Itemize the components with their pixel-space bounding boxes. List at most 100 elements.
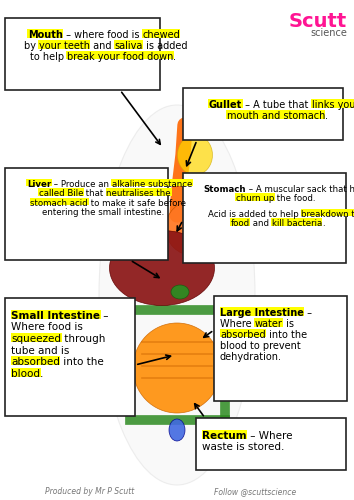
Bar <box>39 188 84 196</box>
Text: by: by <box>24 41 39 51</box>
Bar <box>11 333 62 342</box>
Text: is: is <box>282 319 293 329</box>
Bar <box>30 198 88 205</box>
Text: Gullet: Gullet <box>209 100 242 110</box>
Text: – where food is: – where food is <box>63 30 142 40</box>
Ellipse shape <box>109 230 215 306</box>
Text: .: . <box>322 219 325 228</box>
Text: Rectum: Rectum <box>202 430 247 441</box>
Text: that: that <box>84 189 107 198</box>
Bar <box>112 178 193 186</box>
Text: science: science <box>310 28 347 38</box>
Text: saliva: saliva <box>114 41 143 51</box>
Bar <box>183 173 346 263</box>
Bar <box>226 110 325 118</box>
Bar <box>67 51 174 60</box>
Bar <box>5 298 135 416</box>
Bar <box>219 307 304 316</box>
Bar <box>235 194 275 200</box>
Text: Mouth: Mouth <box>28 30 63 40</box>
Text: water: water <box>255 319 282 329</box>
Text: absorbed: absorbed <box>11 357 60 367</box>
Text: through: through <box>61 334 105 344</box>
Text: your teeth: your teeth <box>39 41 90 51</box>
Text: alkaline substance: alkaline substance <box>112 180 192 188</box>
Text: .: . <box>173 52 176 62</box>
Text: Where: Where <box>220 319 255 329</box>
Bar <box>5 18 160 90</box>
Text: food: food <box>231 219 250 228</box>
Bar <box>311 99 354 108</box>
Text: blood: blood <box>11 369 40 379</box>
Text: – A muscular sack that helps: – A muscular sack that helps <box>246 184 354 194</box>
Ellipse shape <box>166 200 221 256</box>
Text: –: – <box>100 310 108 321</box>
Ellipse shape <box>99 105 255 485</box>
Text: called Bile: called Bile <box>39 189 84 198</box>
Text: –: – <box>304 308 312 318</box>
Text: Acid is added to help: Acid is added to help <box>207 210 301 218</box>
Text: and: and <box>250 219 272 228</box>
Text: tube and is: tube and is <box>11 346 69 356</box>
Text: blood to prevent: blood to prevent <box>220 341 301 351</box>
Ellipse shape <box>133 323 221 413</box>
Bar <box>114 40 143 48</box>
Text: .: . <box>40 369 44 379</box>
Text: – A tube that: – A tube that <box>242 100 312 110</box>
Text: waste is stored.: waste is stored. <box>202 442 284 452</box>
Bar <box>271 218 322 226</box>
Bar <box>27 178 52 186</box>
Text: breakdown the: breakdown the <box>301 210 354 218</box>
Text: .: . <box>325 111 328 121</box>
Text: Produced by Mr P Scutt: Produced by Mr P Scutt <box>45 487 135 496</box>
Text: churn up: churn up <box>236 194 274 203</box>
Text: entering the small intestine.: entering the small intestine. <box>42 208 165 218</box>
Bar <box>5 168 168 260</box>
Text: Small Intestine: Small Intestine <box>11 310 100 321</box>
Text: Scutt: Scutt <box>289 12 347 31</box>
Bar <box>201 430 247 438</box>
Text: break your food down: break your food down <box>67 52 173 62</box>
Bar <box>214 296 347 401</box>
Text: absorbed: absorbed <box>220 330 266 340</box>
Text: squeezed: squeezed <box>11 334 61 344</box>
Text: kill bacteria: kill bacteria <box>272 219 322 228</box>
Text: Follow @scuttscience: Follow @scuttscience <box>214 487 296 496</box>
Text: – Where: – Where <box>247 430 292 441</box>
Text: into the: into the <box>266 330 307 340</box>
Bar <box>196 418 346 470</box>
Text: links your: links your <box>312 100 354 110</box>
Text: Where food is: Where food is <box>11 322 83 332</box>
Text: neutralises the: neutralises the <box>107 189 171 198</box>
Text: to make it safe before: to make it safe before <box>88 199 186 208</box>
Bar <box>11 356 61 365</box>
Text: – Produce an: – Produce an <box>51 180 112 188</box>
Text: dehydration.: dehydration. <box>220 352 282 362</box>
Bar <box>254 318 283 326</box>
Text: to help: to help <box>30 52 67 62</box>
Bar <box>142 29 181 38</box>
Text: Stomach: Stomach <box>204 184 246 194</box>
Ellipse shape <box>171 285 189 299</box>
Bar <box>183 88 343 140</box>
Ellipse shape <box>169 419 185 441</box>
Text: the food.: the food. <box>274 194 316 203</box>
Text: stomach acid: stomach acid <box>30 199 88 208</box>
Bar <box>106 188 172 196</box>
Text: and: and <box>90 41 114 51</box>
Bar <box>230 218 250 226</box>
Text: is added: is added <box>143 41 187 51</box>
Text: Liver: Liver <box>27 180 51 188</box>
Ellipse shape <box>177 135 212 175</box>
Text: mouth and stomach: mouth and stomach <box>227 111 325 121</box>
Bar <box>301 208 354 216</box>
Bar <box>38 40 90 48</box>
Text: into the: into the <box>60 357 104 367</box>
Bar <box>11 368 40 377</box>
Text: Large Intestine: Large Intestine <box>220 308 304 318</box>
Bar <box>219 329 266 338</box>
Bar <box>27 29 63 38</box>
Text: chewed: chewed <box>142 30 180 40</box>
Bar <box>209 99 242 108</box>
Bar <box>11 310 101 318</box>
